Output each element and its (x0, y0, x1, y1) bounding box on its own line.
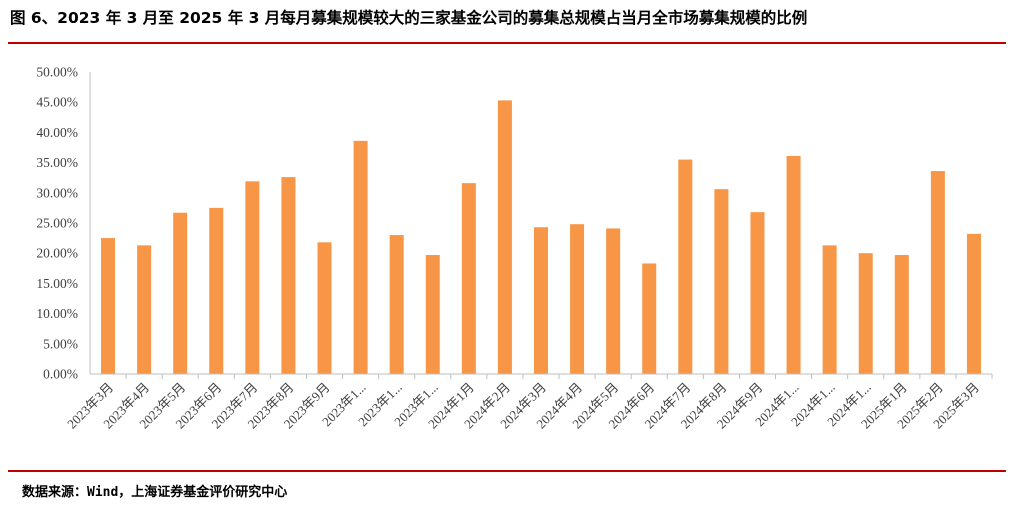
bar (461, 183, 476, 374)
bar-chart: 0.00% 5.00% 10.00% 15.00% 20.00% 25.00% 30.00%… (36, 65, 993, 431)
bar (642, 263, 657, 374)
bars (101, 100, 981, 374)
bar (389, 235, 404, 374)
y-tick-label: 35.00% (36, 155, 78, 170)
figure-title: 图 6、2023 年 3 月至 2025 年 3 月每月募集规模较大的三家基金公… (10, 9, 808, 27)
bar (137, 245, 152, 374)
bar (750, 212, 765, 374)
y-tick-label: 0.00% (43, 367, 78, 382)
bar (714, 189, 729, 374)
y-tick-label: 30.00% (36, 185, 78, 200)
bar (966, 233, 981, 374)
y-tick-label: 25.00% (36, 216, 78, 231)
bar (606, 228, 621, 374)
y-axis: 0.00% 5.00% 10.00% 15.00% 20.00% 25.00% 30.00%… (36, 65, 91, 382)
bar (930, 171, 945, 374)
bar (786, 155, 801, 374)
y-tick-label: 15.00% (36, 276, 78, 291)
bar (101, 238, 116, 374)
bar (353, 140, 368, 374)
bar (894, 255, 909, 374)
bar (425, 255, 440, 374)
x-axis: 2023年3月2023年4月2023年5月2023年6月2023年7月2023年… (64, 373, 993, 431)
bar (317, 242, 332, 374)
y-tick-label: 20.00% (36, 246, 78, 261)
bar (173, 212, 188, 374)
bar (497, 100, 512, 374)
bar (534, 227, 548, 374)
y-tick-label: 5.00% (43, 336, 78, 351)
bar (822, 245, 837, 374)
y-tick-label: 45.00% (36, 95, 78, 110)
bar (281, 177, 296, 374)
source-divider (8, 470, 1006, 472)
y-tick-label: 10.00% (36, 306, 78, 321)
bar (570, 224, 585, 374)
source-note: 数据来源：Wind，上海证券基金评价研究中心 (22, 485, 288, 500)
bar (678, 159, 693, 374)
bar (858, 253, 873, 374)
y-tick-label: 40.00% (36, 125, 78, 140)
y-tick-label: 50.00% (36, 65, 78, 80)
title-divider (8, 42, 1006, 44)
bar (245, 181, 260, 374)
bar (209, 207, 224, 374)
